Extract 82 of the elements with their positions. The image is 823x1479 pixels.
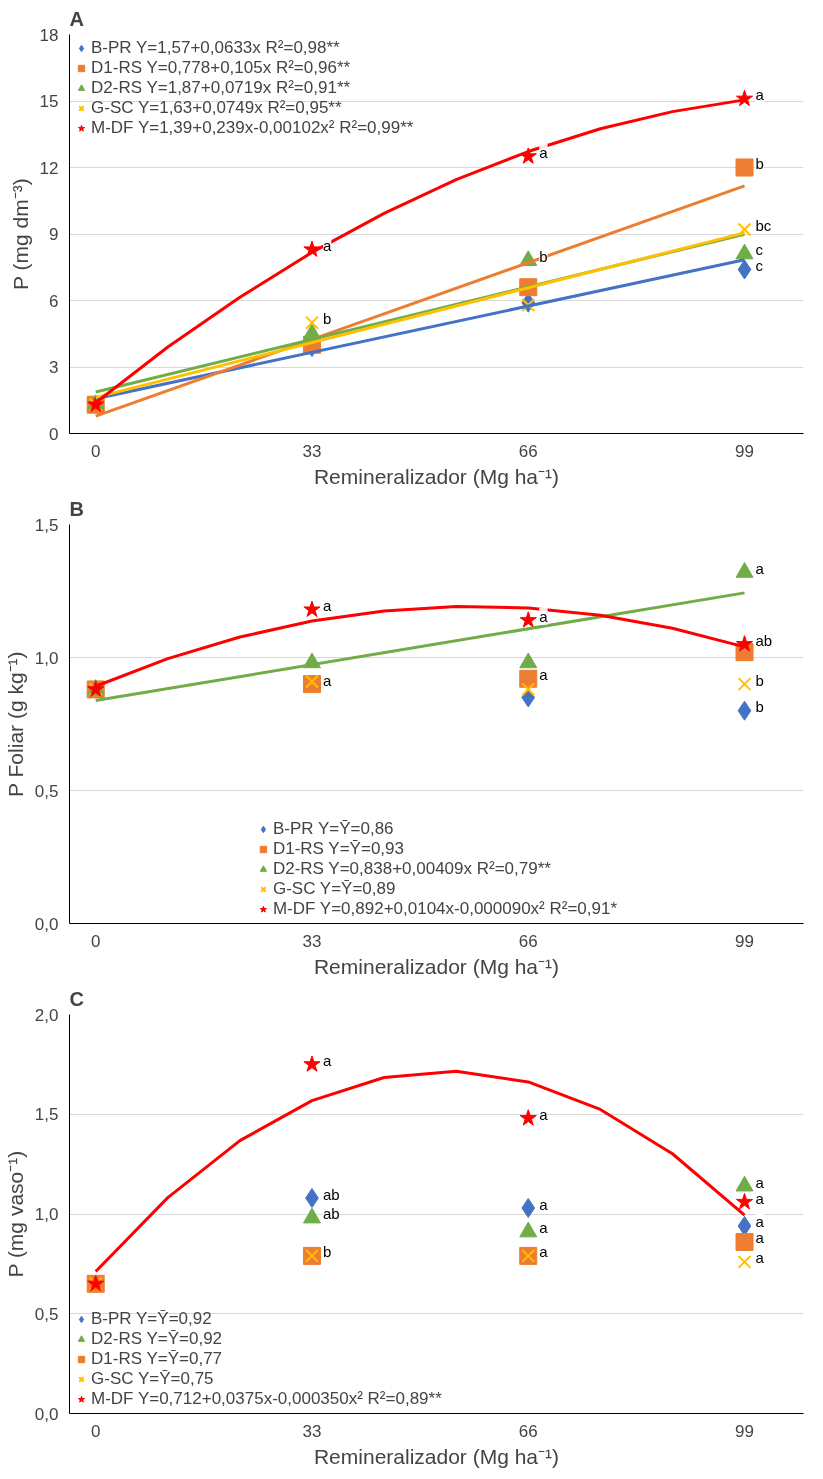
data-label: a <box>755 1189 765 1207</box>
x-tick-label: 0 <box>90 441 101 461</box>
y-tick-label: 0,5 <box>34 781 59 801</box>
legend-label: B-PR Y=Ȳ=0,92 <box>91 1309 212 1329</box>
data-label: a <box>322 671 332 689</box>
y-tick-label: 18 <box>39 25 59 45</box>
y-tick-label: 0 <box>49 424 59 444</box>
data-label: a <box>755 86 765 104</box>
x-tick-label: 0 <box>90 1421 101 1441</box>
x-axis-title: Remineralizador (Mg ha⁻¹) <box>313 954 560 978</box>
legend-label: G-SC Y=Ȳ=0,89 <box>272 879 396 899</box>
data-label: a <box>755 1173 765 1191</box>
data-label: b <box>322 310 332 328</box>
data-label: a <box>539 1105 549 1123</box>
data-label: a <box>539 1219 549 1237</box>
data-label: ab <box>322 1185 340 1203</box>
x-axis-title: Remineralizador (Mg ha⁻¹) <box>313 1444 560 1468</box>
data-label: b <box>322 1243 332 1261</box>
x-tick-label: 33 <box>302 931 322 951</box>
data-label: a <box>322 597 332 615</box>
legend-label: D2-RS Y=Ȳ=0,92 <box>91 1329 223 1349</box>
y-axis-title: P (mg dm⁻³) <box>8 178 32 290</box>
y-tick-label: 12 <box>39 158 59 178</box>
data-label: b <box>539 248 548 266</box>
data-label: a <box>755 1249 765 1267</box>
legend-label: G-SC Y=1,63+0,0749x R²=0,95** <box>91 98 342 118</box>
x-tick-label: 66 <box>518 931 538 951</box>
legend-label: D1-RS Y=Ȳ=0,77 <box>91 1349 223 1369</box>
legend-label: M-DF Y=0,892+0,0104x-0,000090x² R²=0,91* <box>272 899 618 919</box>
data-label: a <box>322 237 332 255</box>
data-label: bc <box>755 217 772 235</box>
y-tick-label: 9 <box>49 225 59 244</box>
data-label: a <box>539 607 549 625</box>
chart-title: B <box>69 497 84 520</box>
y-tick-label: 0,0 <box>34 1404 59 1424</box>
y-tick-label: 15 <box>39 92 59 111</box>
legend-label: D1-RS Y=0,778+0,105x R²=0,96** <box>91 58 351 78</box>
x-tick-label: 33 <box>302 441 322 461</box>
legend-label: B-PR Y=1,57+0,0633x R²=0,98** <box>91 38 340 58</box>
data-label: a <box>539 666 549 684</box>
legend-label: D2-RS Y=0,838+0,00409x R²=0,79** <box>272 859 551 879</box>
y-tick-label: 1,5 <box>34 1105 59 1125</box>
legend-label: M-DF Y=1,39+0,239x-0,00102x² R²=0,99** <box>91 118 414 138</box>
data-label: a <box>755 1229 765 1247</box>
legend-label: D2-RS Y=1,87+0,0719x R²=0,91** <box>91 78 351 98</box>
data-label: a <box>539 143 549 161</box>
data-label: a <box>539 1243 549 1261</box>
chart-title: C <box>69 987 84 1010</box>
data-label: a <box>755 1213 765 1231</box>
y-tick-label: 1,5 <box>34 515 59 535</box>
x-tick-label: 99 <box>735 931 754 951</box>
legend-label: G-SC Y=Ȳ=0,75 <box>91 1369 214 1389</box>
data-label: b <box>755 155 764 172</box>
x-tick-label: 33 <box>302 1421 322 1441</box>
y-tick-label: 2,0 <box>34 1005 59 1025</box>
y-tick-label: 1,0 <box>34 1205 59 1224</box>
legend-label: M-DF Y=0,712+0,0375x-0,000350x² R²=0,89** <box>91 1389 442 1409</box>
x-tick-label: 99 <box>735 441 754 461</box>
x-tick-label: 66 <box>518 1421 538 1441</box>
y-axis-title: P Foliar (g kg⁻¹) <box>3 651 27 797</box>
data-label: ab <box>755 631 773 649</box>
x-tick-label: 99 <box>735 1421 754 1441</box>
legend-label: B-PR Y=Ȳ=0,86 <box>272 819 394 839</box>
y-tick-label: 6 <box>49 291 59 311</box>
y-tick-label: 0,0 <box>34 914 59 934</box>
x-tick-label: 0 <box>90 931 101 951</box>
legend-label: D1-RS Y=Ȳ=0,93 <box>272 839 404 859</box>
x-axis-title: Remineralizador (Mg ha⁻¹) <box>313 464 560 488</box>
data-label: c <box>755 241 764 259</box>
data-label: c <box>755 256 764 274</box>
y-tick-label: 0,5 <box>34 1304 59 1324</box>
data-label: a <box>539 1195 549 1213</box>
data-label: a <box>755 559 765 577</box>
chart-title: A <box>69 7 84 30</box>
y-axis-title: P (mg vaso⁻¹) <box>3 1150 27 1278</box>
y-tick-label: 3 <box>49 358 59 377</box>
data-label: a <box>322 1051 332 1069</box>
y-tick-label: 1,0 <box>34 648 59 668</box>
data-label: ab <box>322 1205 340 1223</box>
data-label: b <box>755 671 764 689</box>
x-tick-label: 66 <box>518 441 538 461</box>
data-label: b <box>755 698 764 716</box>
